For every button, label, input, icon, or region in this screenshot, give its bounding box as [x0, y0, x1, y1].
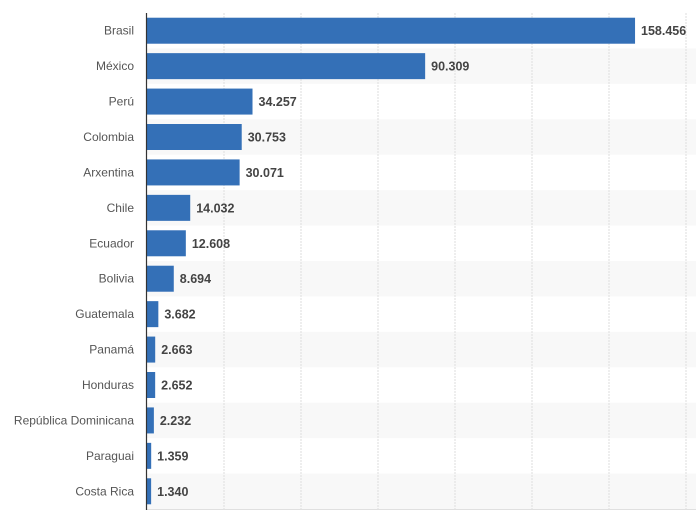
- row-stripe: [147, 331, 696, 368]
- data-label: 8.694: [180, 272, 211, 286]
- data-label: 1.359: [157, 449, 188, 463]
- bar: [147, 301, 159, 328]
- data-label: 14.032: [196, 201, 234, 215]
- category-label: Panamá: [89, 343, 134, 357]
- data-label: 30.071: [246, 166, 284, 180]
- category-label: Paraguai: [86, 449, 134, 463]
- bar: [147, 407, 154, 434]
- row-stripe: [147, 261, 696, 297]
- data-label: 2.232: [160, 414, 191, 428]
- bar: [147, 88, 253, 115]
- category-label: Bolivia: [99, 272, 135, 286]
- category-label: República Dominicana: [14, 413, 134, 427]
- row-stripe: [147, 402, 696, 439]
- bar: [147, 17, 636, 44]
- category-label: Chile: [107, 201, 135, 215]
- bar: [147, 194, 191, 221]
- data-label: 158.456: [641, 24, 686, 38]
- category-label: Colombia: [83, 130, 134, 144]
- category-label: México: [96, 59, 134, 73]
- category-label: Arxentina: [83, 165, 134, 179]
- data-label: 30.753: [248, 131, 286, 145]
- data-label: 2.652: [161, 379, 192, 393]
- row-stripe: [147, 190, 696, 226]
- bar: [147, 159, 240, 186]
- data-label: 3.682: [164, 308, 195, 322]
- data-label: 34.257: [259, 95, 297, 109]
- data-label: 2.663: [161, 343, 192, 357]
- category-label: Perú: [109, 95, 134, 109]
- bar: [147, 372, 156, 398]
- data-label: 1.340: [157, 485, 188, 499]
- category-label: Honduras: [82, 378, 134, 392]
- category-label: Costa Rica: [75, 484, 134, 498]
- bar: [147, 265, 174, 292]
- bar: [147, 442, 152, 469]
- category-label: Ecuador: [89, 236, 134, 250]
- category-label: Guatemala: [75, 307, 134, 321]
- category-label: Brasil: [104, 24, 134, 38]
- data-label: 12.608: [192, 237, 230, 251]
- data-label: 90.309: [431, 60, 469, 74]
- bar: [147, 336, 156, 363]
- bar: [147, 124, 242, 150]
- bar: [147, 53, 426, 80]
- bar: [147, 230, 186, 257]
- row-stripe: [147, 473, 696, 509]
- bar: [147, 478, 152, 505]
